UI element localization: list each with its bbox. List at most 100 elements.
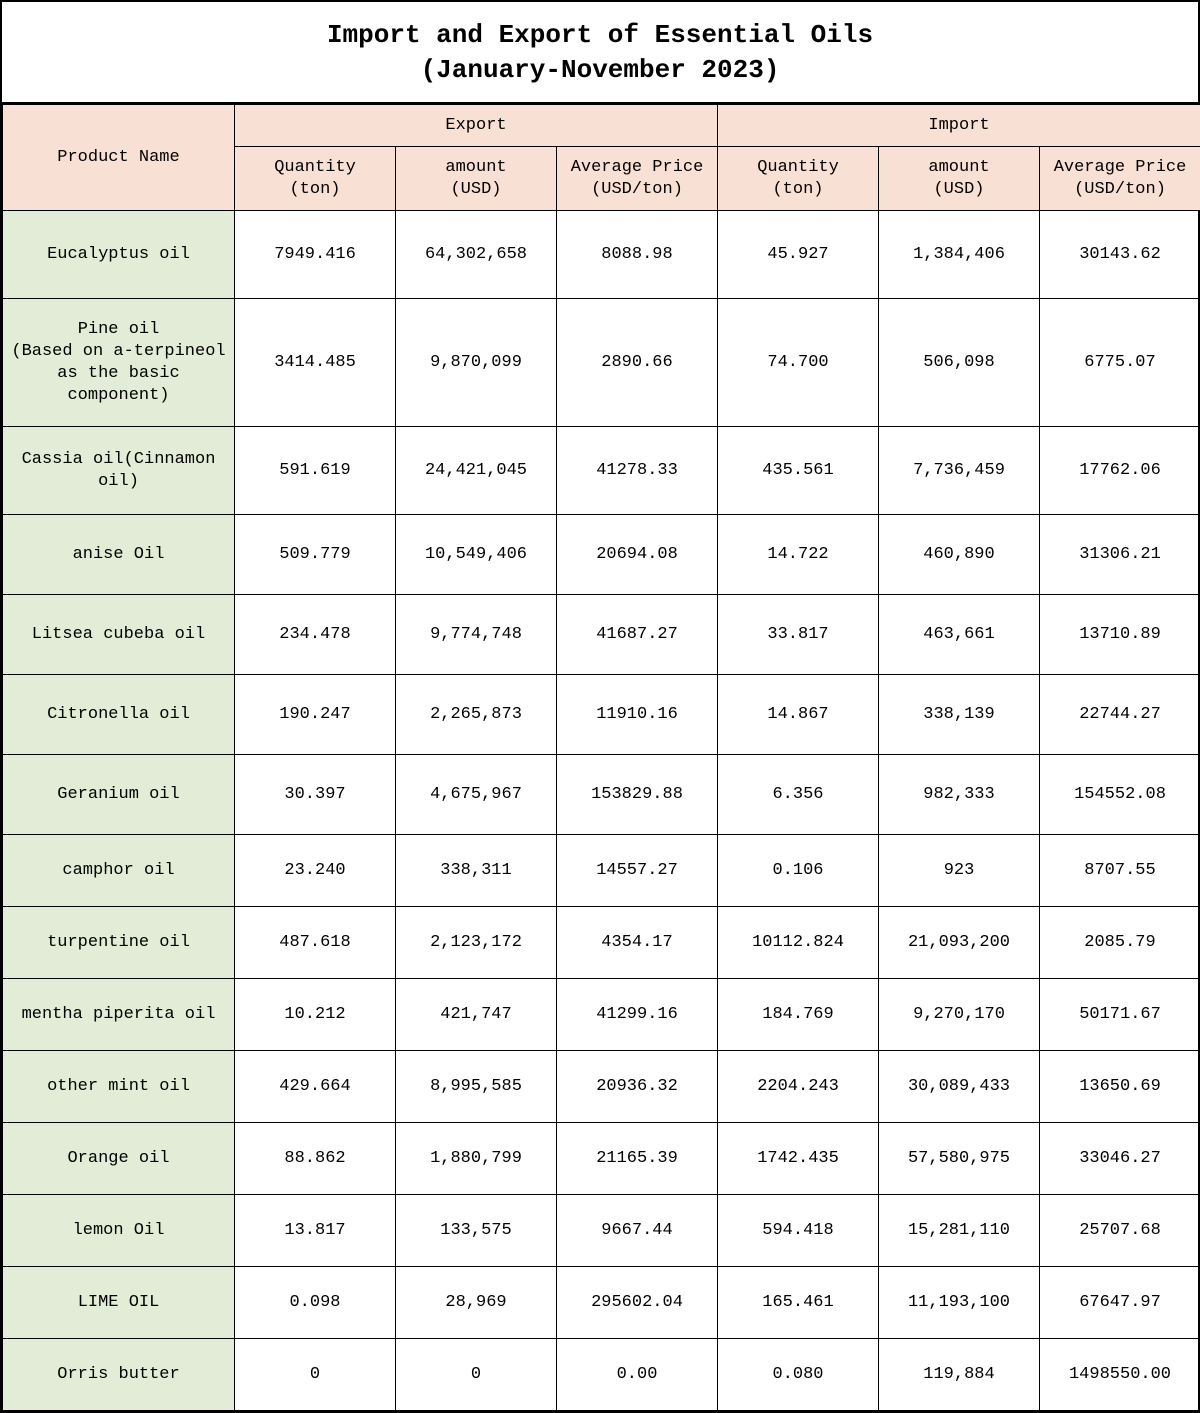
table-row: lemon Oil13.817133,5759667.44594.41815,2… [3,1195,1200,1267]
cell-export-avg: 41687.27 [557,595,718,675]
table-row: Geranium oil30.3974,675,967153829.886.35… [3,755,1200,835]
table-row: Litsea cubeba oil234.4789,774,74841687.2… [3,595,1200,675]
cell-product-name: Pine oil(Based on a-terpineol as the bas… [3,299,235,427]
cell-product-name: camphor oil [3,835,235,907]
cell-export-amt: 4,675,967 [396,755,557,835]
table-row: Pine oil(Based on a-terpineol as the bas… [3,299,1200,427]
cell-import-avg: 30143.62 [1040,211,1200,299]
cell-import-avg: 2085.79 [1040,907,1200,979]
table-row: other mint oil429.6648,995,58520936.3222… [3,1051,1200,1123]
cell-export-amt: 338,311 [396,835,557,907]
cell-import-qty: 10112.824 [718,907,879,979]
header-export-avg: Average Price(USD/ton) [557,147,718,211]
cell-export-qty: 0 [235,1339,396,1411]
title-line-2: (January-November 2023) [2,53,1198,88]
cell-product-name: mentha piperita oil [3,979,235,1051]
table-row: Orris butter000.000.080119,8841498550.00 [3,1339,1200,1411]
cell-export-avg: 41299.16 [557,979,718,1051]
cell-export-amt: 2,123,172 [396,907,557,979]
cell-import-qty: 1742.435 [718,1123,879,1195]
cell-import-avg: 33046.27 [1040,1123,1200,1195]
cell-import-amt: 15,281,110 [879,1195,1040,1267]
cell-export-qty: 487.618 [235,907,396,979]
cell-import-amt: 21,093,200 [879,907,1040,979]
cell-product-name: Geranium oil [3,755,235,835]
cell-import-avg: 8707.55 [1040,835,1200,907]
cell-export-amt: 2,265,873 [396,675,557,755]
cell-export-amt: 421,747 [396,979,557,1051]
cell-import-qty: 0.080 [718,1339,879,1411]
cell-product-name: Cassia oil(Cinnamon oil) [3,427,235,515]
header-export-amt: amount(USD) [396,147,557,211]
header-import-qty: Quantity(ton) [718,147,879,211]
header-export-qty: Quantity(ton) [235,147,396,211]
cell-export-qty: 10.212 [235,979,396,1051]
cell-import-avg: 1498550.00 [1040,1339,1200,1411]
cell-export-qty: 30.397 [235,755,396,835]
cell-import-avg: 22744.27 [1040,675,1200,755]
cell-import-qty: 33.817 [718,595,879,675]
cell-export-qty: 429.664 [235,1051,396,1123]
cell-import-avg: 17762.06 [1040,427,1200,515]
cell-export-avg: 20936.32 [557,1051,718,1123]
cell-import-avg: 13710.89 [1040,595,1200,675]
cell-product-name: LIME OIL [3,1267,235,1339]
header-import-amt: amount(USD) [879,147,1040,211]
cell-export-amt: 133,575 [396,1195,557,1267]
table-row: Orange oil88.8621,880,79921165.391742.43… [3,1123,1200,1195]
cell-export-avg: 295602.04 [557,1267,718,1339]
cell-import-amt: 11,193,100 [879,1267,1040,1339]
cell-import-qty: 14.722 [718,515,879,595]
table-row: camphor oil23.240338,31114557.270.106923… [3,835,1200,907]
cell-product-name: anise Oil [3,515,235,595]
cell-product-name: other mint oil [3,1051,235,1123]
cell-import-amt: 463,661 [879,595,1040,675]
cell-import-avg: 67647.97 [1040,1267,1200,1339]
cell-import-amt: 9,270,170 [879,979,1040,1051]
cell-product-name: turpentine oil [3,907,235,979]
cell-import-amt: 1,384,406 [879,211,1040,299]
cell-import-amt: 506,098 [879,299,1040,427]
cell-export-avg: 9667.44 [557,1195,718,1267]
cell-import-amt: 982,333 [879,755,1040,835]
cell-import-amt: 30,089,433 [879,1051,1040,1123]
table-row: turpentine oil487.6182,123,1724354.17101… [3,907,1200,979]
cell-export-amt: 0 [396,1339,557,1411]
cell-import-amt: 7,736,459 [879,427,1040,515]
cell-product-name: lemon Oil [3,1195,235,1267]
cell-product-name: Orris butter [3,1339,235,1411]
cell-import-qty: 165.461 [718,1267,879,1339]
cell-import-avg: 154552.08 [1040,755,1200,835]
cell-import-qty: 0.106 [718,835,879,907]
cell-export-avg: 21165.39 [557,1123,718,1195]
cell-export-amt: 9,870,099 [396,299,557,427]
cell-export-qty: 3414.485 [235,299,396,427]
cell-export-avg: 8088.98 [557,211,718,299]
table-head: Product Name Export Import Quantity(ton)… [3,105,1200,211]
table-row: Citronella oil190.2472,265,87311910.1614… [3,675,1200,755]
cell-export-amt: 8,995,585 [396,1051,557,1123]
cell-export-avg: 11910.16 [557,675,718,755]
cell-import-qty: 74.700 [718,299,879,427]
cell-import-qty: 6.356 [718,755,879,835]
header-import-avg: Average Price(USD/ton) [1040,147,1200,211]
cell-import-amt: 119,884 [879,1339,1040,1411]
table-row: Cassia oil(Cinnamon oil)591.61924,421,04… [3,427,1200,515]
cell-product-name: Orange oil [3,1123,235,1195]
cell-export-amt: 9,774,748 [396,595,557,675]
title-block: Import and Export of Essential Oils (Jan… [2,2,1198,104]
table-row: Eucalyptus oil7949.41664,302,6588088.984… [3,211,1200,299]
table-row: mentha piperita oil10.212421,74741299.16… [3,979,1200,1051]
cell-export-qty: 0.098 [235,1267,396,1339]
cell-export-qty: 23.240 [235,835,396,907]
cell-product-name: Citronella oil [3,675,235,755]
header-import: Import [718,105,1200,147]
cell-import-amt: 460,890 [879,515,1040,595]
cell-export-amt: 28,969 [396,1267,557,1339]
cell-export-avg: 0.00 [557,1339,718,1411]
cell-export-amt: 64,302,658 [396,211,557,299]
cell-product-name: Eucalyptus oil [3,211,235,299]
cell-import-qty: 45.927 [718,211,879,299]
cell-product-name: Litsea cubeba oil [3,595,235,675]
header-export: Export [235,105,718,147]
